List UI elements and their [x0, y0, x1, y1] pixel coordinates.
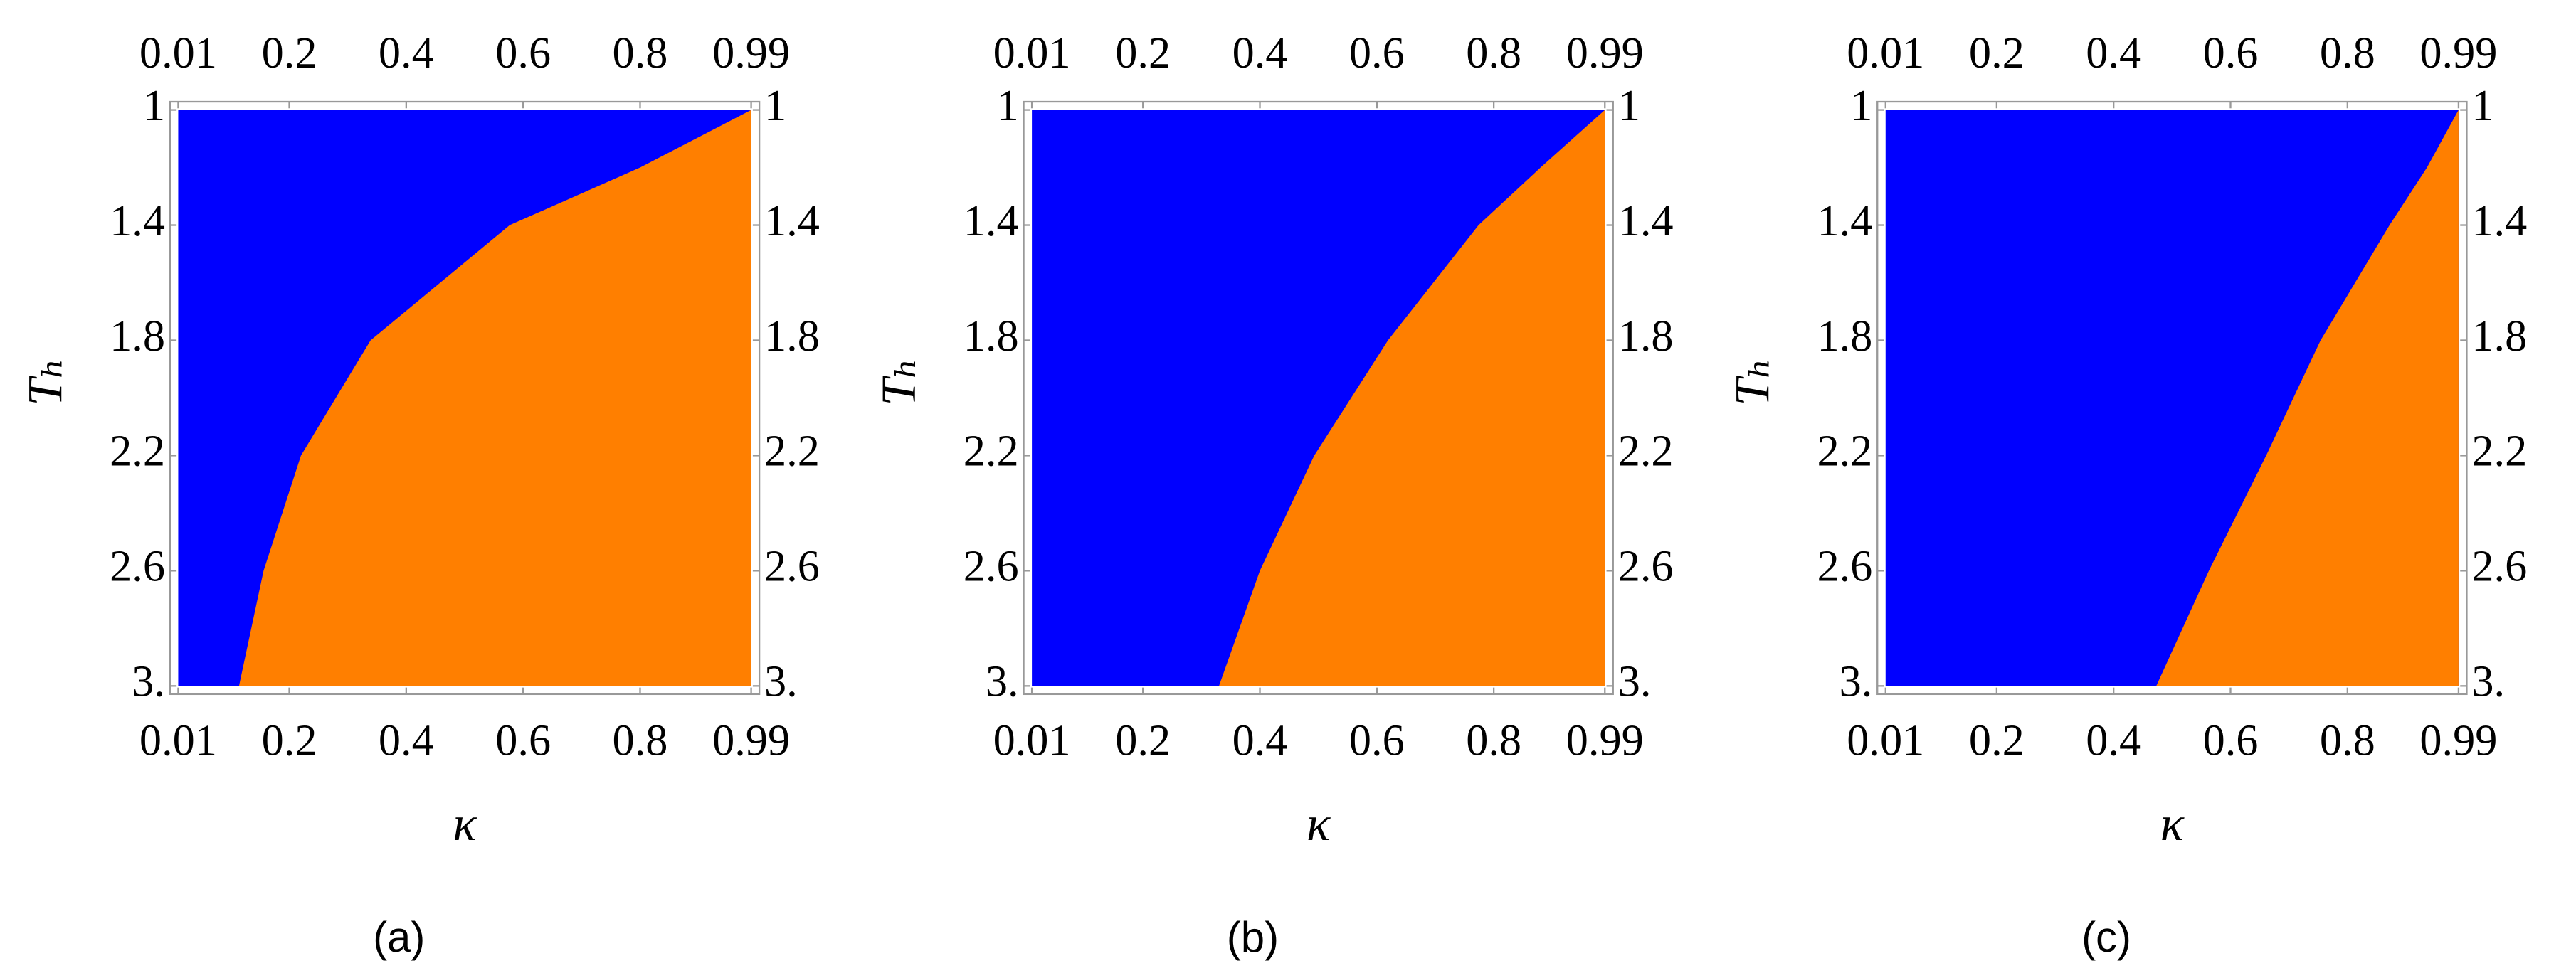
x-tick-label: 0.6: [2203, 716, 2259, 765]
x-tick-label: 0.99: [1566, 716, 1644, 765]
panel-caption: (c): [2081, 913, 2131, 961]
x-tick-label: 0.01: [1847, 716, 1924, 765]
y-tick-label: 1.4: [110, 196, 165, 245]
y-tick-label-right: 1.4: [2471, 196, 2527, 245]
y-tick-label: 2.2: [964, 427, 1019, 476]
y-tick-label-right: 2.2: [2471, 427, 2527, 476]
panel: 0.01 0.01 0.2 0.2 0.4 0.4 0.6 0.6 0.8 0.8 0.99 0.99…: [871, 28, 1674, 961]
x-tick-label: 0.6: [1349, 716, 1405, 765]
y-tick-label: 1.4: [964, 196, 1019, 245]
y-axis-title: Tₕ: [871, 357, 926, 405]
x-tick-label: 0.01: [993, 716, 1071, 765]
panel-caption: (a): [373, 913, 425, 961]
x-tick-label: 0.8: [613, 716, 668, 765]
x-tick-label-top: 0.99: [1566, 28, 1644, 78]
y-tick-label-right: 2.2: [1618, 427, 1674, 476]
x-tick-label-top: 0.6: [2203, 28, 2259, 78]
x-tick-label-top: 0.2: [262, 28, 317, 78]
y-tick-label-right: 2.6: [2471, 542, 2527, 591]
y-tick-label-right: 1.8: [764, 312, 820, 361]
x-tick-label: 0.99: [2419, 716, 2497, 765]
y-tick-label: 3.: [1839, 657, 1873, 706]
panel-caption: (b): [1227, 913, 1279, 961]
x-tick-label-top: 0.01: [993, 28, 1071, 78]
x-tick-label-top: 0.4: [379, 28, 434, 78]
y-tick-label: 3.: [132, 657, 165, 706]
y-tick-label-right: 1.4: [1618, 196, 1674, 245]
y-tick-label: 2.6: [110, 542, 165, 591]
y-tick-label: 2.6: [964, 542, 1019, 591]
y-tick-label-right: 2.2: [764, 427, 820, 476]
y-tick-label: 1: [143, 81, 165, 130]
x-tick-label: 0.4: [2086, 716, 2141, 765]
region-boundary: [1219, 110, 1605, 686]
y-tick-label-right: 2.6: [764, 542, 820, 591]
panel: 0.01 0.01 0.2 0.2 0.4 0.4 0.6 0.6 0.8 0.8 0.99 0.99…: [17, 28, 820, 961]
x-tick-label-top: 0.99: [2419, 28, 2497, 78]
y-tick-label: 1: [997, 81, 1019, 130]
frame: [169, 100, 761, 696]
y-tick-label: 1.8: [1817, 312, 1872, 361]
x-tick-label-top: 0.8: [2320, 28, 2375, 78]
x-axis-title: κ: [453, 796, 477, 851]
x-tick-label: 0.8: [2320, 716, 2375, 765]
x-tick-label-top: 0.4: [2086, 28, 2141, 78]
y-tick-label-right: 1: [764, 81, 786, 130]
x-axis-title: κ: [2160, 796, 2185, 851]
x-tick-label-top: 0.8: [613, 28, 668, 78]
y-tick-label: 1.8: [110, 312, 165, 361]
x-axis-title: κ: [1307, 796, 1331, 851]
y-tick-label-right: 1.8: [1618, 312, 1674, 361]
y-tick-label: 1: [1850, 81, 1872, 130]
x-tick-label: 0.4: [1232, 716, 1288, 765]
x-tick-label-top: 0.01: [139, 28, 217, 78]
y-tick-label: 2.2: [1817, 427, 1872, 476]
x-tick-label-top: 0.2: [1969, 28, 2025, 78]
y-axis-title: Tₕ: [1725, 357, 1780, 405]
y-axis-title: Tₕ: [17, 357, 72, 405]
y-tick-label: 2.6: [1817, 542, 1872, 591]
x-tick-label-top: 0.8: [1466, 28, 1521, 78]
y-tick-label: 1.4: [1817, 196, 1872, 245]
y-tick-label-right: 3.: [2471, 657, 2505, 706]
x-tick-label-top: 0.4: [1232, 28, 1288, 78]
x-tick-label-top: 0.99: [712, 28, 790, 78]
y-tick-label: 3.: [986, 657, 1019, 706]
panel: 0.01 0.01 0.2 0.2 0.4 0.4 0.6 0.6 0.8 0.8 0.99 0.99…: [1725, 28, 2528, 961]
y-tick-label: 1.8: [964, 312, 1019, 361]
x-tick-label: 0.8: [1466, 716, 1521, 765]
x-tick-label: 0.01: [139, 716, 217, 765]
frame: [1876, 100, 2468, 696]
y-tick-label-right: 3.: [764, 657, 798, 706]
x-tick-label-top: 0.2: [1115, 28, 1171, 78]
y-tick-label-right: 1: [2471, 81, 2493, 130]
x-tick-label-top: 0.01: [1847, 28, 1924, 78]
y-tick-label-right: 3.: [1618, 657, 1652, 706]
y-tick-label: 2.2: [110, 427, 165, 476]
y-tick-label-right: 1.4: [764, 196, 820, 245]
x-tick-label: 0.4: [379, 716, 434, 765]
region-boundary: [2156, 110, 2459, 686]
x-tick-label: 0.2: [1969, 716, 2025, 765]
region-boundary: [238, 110, 751, 686]
x-tick-label-top: 0.6: [495, 28, 551, 78]
y-tick-label-right: 1: [1618, 81, 1640, 130]
x-tick-label: 0.2: [262, 716, 317, 765]
x-tick-label: 0.99: [712, 716, 790, 765]
frame: [1023, 100, 1614, 696]
x-tick-label: 0.2: [1115, 716, 1171, 765]
y-tick-label-right: 2.6: [1618, 542, 1674, 591]
x-tick-label-top: 0.6: [1349, 28, 1405, 78]
y-tick-label-right: 1.8: [2471, 312, 2527, 361]
x-tick-label: 0.6: [495, 716, 551, 765]
